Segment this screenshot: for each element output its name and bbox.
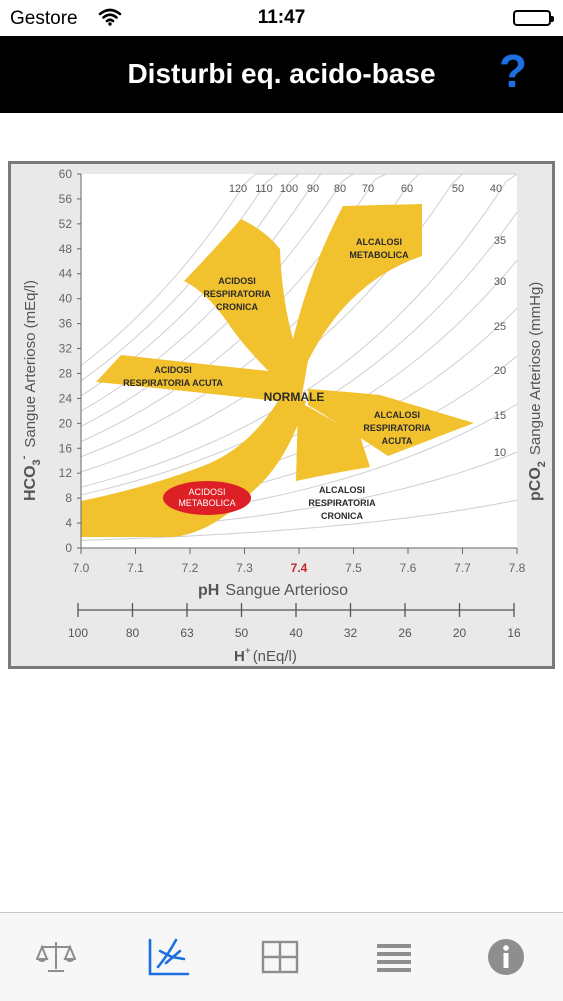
h-tick-label: 40 (289, 626, 303, 640)
pco2-right-label: 10 (494, 447, 506, 459)
band-chronic-resp-acidosis (184, 219, 300, 401)
h-tick-label: 100 (68, 626, 88, 640)
y-axis-title-left: HCO3-Sangue Arterioso (mEq/l) (18, 280, 43, 501)
list-icon (377, 944, 411, 972)
pco2-top-ticks: 120 110 100 90 80 70 60 50 40 (229, 183, 502, 195)
tab-bar (0, 912, 563, 1001)
y-tick-label: 48 (59, 242, 73, 256)
h-tick-label: 50 (235, 626, 249, 640)
label-chronic-resp-acidosis: ACIDOSI RESPIRATORIA CRONICA (203, 276, 271, 312)
pco2-top-label: 60 (401, 183, 413, 195)
band-chronic-resp-alkalosis (296, 401, 370, 481)
tab-scale[interactable] (0, 913, 112, 1001)
pco2-top-label: 110 (255, 183, 273, 195)
y-tick-label: 56 (59, 192, 73, 206)
band-metabolic-alkalosis (283, 204, 422, 406)
tab-chart[interactable] (112, 913, 224, 1001)
label-acute-resp-acidosis: ACIDOSI RESPIRATORIA ACUTA (123, 365, 223, 388)
clock: 11:47 (257, 7, 306, 28)
pco2-isobar (80, 499, 518, 541)
pco2-top-label: 50 (452, 183, 464, 195)
y-tick-label: 16 (59, 441, 73, 455)
disorder-bands (81, 204, 474, 537)
carrier-label: Gestore (10, 8, 78, 29)
label-metabolic-alkalosis: ALCALOSI METABOLICA (349, 237, 409, 260)
y-tick-label: 20 (59, 416, 73, 430)
status-bar: Gestore 11:47 (0, 0, 563, 36)
pco2-top-label: 90 (307, 183, 319, 195)
ph-tick-label: 7.2 (182, 561, 199, 575)
metabolic-acidosis-highlight (163, 481, 251, 515)
label-metabolic-acidosis: ACIDOSI METABOLICA (178, 487, 235, 508)
y-tick-label: 12 (59, 466, 73, 480)
pco2-right-label: 30 (494, 276, 506, 288)
y-tick-label: 28 (59, 366, 73, 380)
y-tick-label: 32 (59, 342, 73, 356)
chart-icon (148, 938, 190, 976)
pco2-top-label: 40 (490, 183, 502, 195)
help-button[interactable]: ? (498, 45, 527, 97)
pco2-top-label: 80 (334, 183, 346, 195)
h-tick-label: 20 (453, 626, 467, 640)
pco2-right-label: 15 (494, 410, 506, 422)
h-tick-label: 16 (507, 626, 521, 640)
y-tick-label: 52 (59, 217, 73, 231)
h-tick-label: 80 (126, 626, 140, 640)
pco2-right-label: 25 (494, 321, 506, 333)
pco2-right-ticks: 35 30 25 20 15 10 (494, 235, 506, 459)
band-metabolic-acidosis (81, 393, 306, 537)
band-acute-resp-alkalosis (308, 389, 474, 456)
pco2-top-label: 120 (229, 183, 247, 195)
y-axis-title-right: pCO2Sangue Arterioso (mmHg) (527, 282, 548, 501)
band-acute-resp-acidosis (96, 355, 293, 403)
ph-tick-label: 7.7 (454, 561, 471, 575)
y-tick-label: 8 (65, 491, 72, 505)
y-tick-label: 40 (59, 292, 73, 306)
y-tick-label: 60 (59, 167, 73, 181)
y-tick-label: 24 (59, 391, 73, 405)
ph-tick-label: 7.5 (345, 561, 362, 575)
page-title: Disturbi eq. acido-base (127, 58, 436, 89)
pco2-top-label: 100 (280, 183, 298, 195)
info-icon (488, 939, 524, 975)
h-scale-ticks: 100 80 63 50 40 32 26 20 16 (68, 603, 521, 640)
tab-list[interactable] (338, 913, 450, 1001)
grid-icon (261, 940, 299, 974)
y-tick-label: 0 (65, 541, 72, 555)
h-tick-label: 26 (398, 626, 412, 640)
acid-base-nomogram: ACIDOSI RESPIRATORIA CRONICA ALCALOSI METAB… (8, 161, 555, 669)
label-chronic-resp-alkalosis: ALCALOSI RESPIRATORIA CRONICA (308, 485, 376, 521)
wifi-icon (98, 8, 122, 31)
ph-tick-label: 7.8 (509, 561, 526, 575)
y-tick-label: 44 (59, 267, 73, 281)
ph-tick-label: 7.4 (291, 561, 308, 575)
scale-icon (36, 942, 76, 972)
tab-info[interactable] (450, 913, 562, 1001)
y-tick-label: 4 (65, 516, 72, 530)
pco2-right-label: 35 (494, 235, 506, 247)
ph-tick-label: 7.3 (236, 561, 253, 575)
y-tick-label: 36 (59, 317, 73, 331)
tab-grid[interactable] (224, 913, 336, 1001)
label-acute-resp-alkalosis: ALCALOSI RESPIRATORIA ACUTA (363, 410, 431, 446)
x-axis-title: pH Sangue Arterioso (198, 582, 348, 599)
navigation-bar: Disturbi eq. acido-base ? (0, 36, 563, 113)
battery-icon (513, 10, 554, 26)
h-tick-label: 63 (180, 626, 194, 640)
ph-tick-label: 7.0 (73, 561, 90, 575)
ph-tick-label: 7.1 (127, 561, 144, 575)
pco2-right-label: 20 (494, 365, 506, 377)
ph-tick-label: 7.6 (400, 561, 417, 575)
h-tick-label: 32 (344, 626, 358, 640)
label-normal: NORMALE (264, 390, 325, 404)
pco2-top-label: 70 (362, 183, 374, 195)
h-scale-title: H+ (nEq/l) (234, 646, 297, 665)
ph-axis-ticks: 7.0 7.1 7.2 7.3 7.4 7.5 7.6 7.7 7.8 (73, 548, 526, 575)
